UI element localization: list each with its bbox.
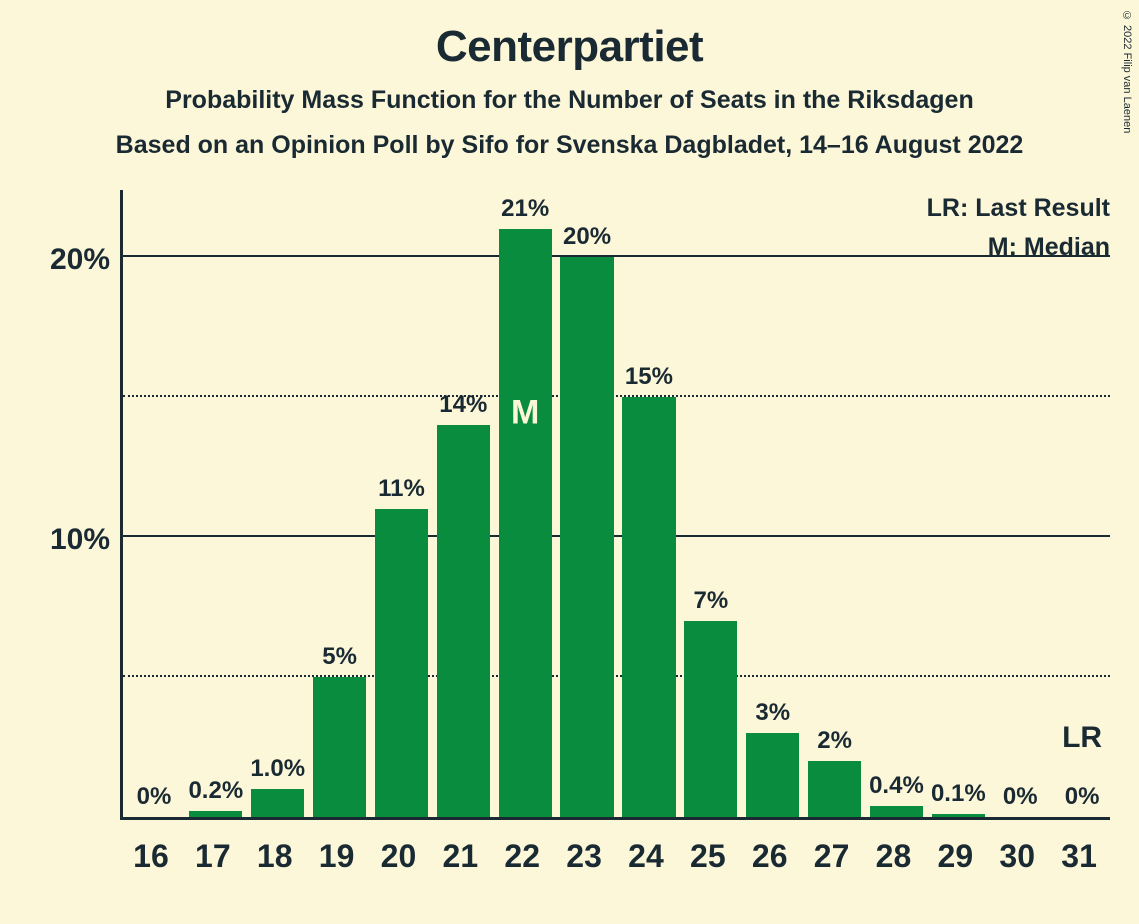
bar: [932, 814, 985, 817]
page-title: Centerpartiet: [0, 22, 1139, 72]
bar: [313, 677, 366, 817]
bar: [437, 425, 490, 817]
bar: [251, 789, 304, 817]
bar-value-label: 15%: [625, 363, 673, 391]
x-tick-label: 26: [752, 838, 788, 875]
x-tick-label: 28: [876, 838, 912, 875]
titles: Centerpartiet Probability Mass Function …: [0, 0, 1139, 160]
subtitle-2: Based on an Opinion Poll by Sifo for Sve…: [0, 131, 1139, 160]
x-tick-label: 17: [195, 838, 231, 875]
bar-value-label: 1.0%: [250, 755, 305, 783]
x-tick-label: 18: [257, 838, 293, 875]
last-result-marker: LR: [1062, 721, 1102, 755]
subtitle-1: Probability Mass Function for the Number…: [0, 86, 1139, 115]
bar: [746, 733, 799, 817]
bar-value-label: 2%: [817, 727, 852, 755]
bar-value-label: 0.1%: [931, 780, 986, 808]
bar-value-label: 0%: [1065, 783, 1100, 811]
bar: [560, 257, 613, 817]
x-tick-label: 24: [628, 838, 664, 875]
y-tick-label: 20%: [40, 243, 110, 277]
bar-value-label: 5%: [322, 643, 357, 671]
x-tick-label: 31: [1061, 838, 1097, 875]
copyright-text: © 2022 Filip van Laenen: [1121, 10, 1133, 133]
bar: [189, 811, 242, 817]
bar: [684, 621, 737, 817]
bar-value-label: 3%: [755, 699, 790, 727]
bar: [622, 397, 675, 817]
y-tick-label: 10%: [40, 523, 110, 557]
bar: [808, 761, 861, 817]
x-tick-label: 21: [443, 838, 479, 875]
x-tick-label: 30: [999, 838, 1035, 875]
x-tick-label: 22: [504, 838, 540, 875]
bar-value-label: 11%: [378, 475, 425, 503]
median-marker: M: [511, 394, 539, 433]
bar: [870, 806, 923, 817]
x-tick-label: 27: [814, 838, 850, 875]
bar-value-label: 14%: [439, 391, 487, 419]
plot-area: LR: Last Result M: Median 0%0.2%1.0%5%11…: [120, 190, 1110, 820]
chart-area: LR: Last Result M: Median 0%0.2%1.0%5%11…: [40, 190, 1115, 890]
bars-container: 0% 0.2%1.0% 5% 11% 14% 21% M 20% 15% 7% 3% 2% 0.4%0.…: [123, 190, 1110, 817]
bar-value-label: 0%: [137, 783, 172, 811]
x-tick-label: 23: [566, 838, 602, 875]
x-tick-label: 29: [938, 838, 974, 875]
bar-value-label: 7%: [693, 587, 728, 615]
bar: [375, 509, 428, 817]
x-tick-label: 20: [381, 838, 417, 875]
bar-value-label: 0.2%: [188, 777, 243, 805]
bar-value-label: 0.4%: [869, 772, 924, 800]
x-tick-label: 25: [690, 838, 726, 875]
x-tick-label: 16: [133, 838, 169, 875]
bar-value-label: 20%: [563, 223, 611, 251]
bar-value-label: 21%: [501, 195, 549, 223]
bar: [499, 229, 552, 817]
bar-value-label: 0%: [1003, 783, 1038, 811]
x-tick-label: 19: [319, 838, 355, 875]
